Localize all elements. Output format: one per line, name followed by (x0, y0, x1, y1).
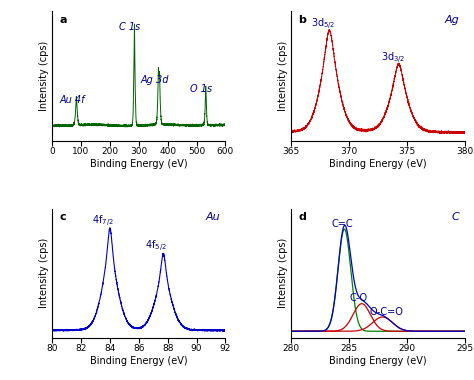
Text: b: b (298, 15, 306, 25)
Text: a: a (59, 15, 66, 25)
X-axis label: Binding Energy (eV): Binding Energy (eV) (329, 356, 427, 366)
Text: O-C=O: O-C=O (369, 307, 403, 317)
Y-axis label: Intensity (cps): Intensity (cps) (39, 238, 49, 309)
Text: C: C (452, 212, 459, 222)
Text: Ag: Ag (445, 15, 459, 25)
Y-axis label: Intensity (cps): Intensity (cps) (278, 238, 289, 309)
Text: O 1s: O 1s (190, 84, 212, 94)
Text: 4f$_{7/2}$: 4f$_{7/2}$ (92, 214, 113, 229)
Text: 4f$_{5/2}$: 4f$_{5/2}$ (145, 239, 167, 255)
X-axis label: Binding Energy (eV): Binding Energy (eV) (329, 159, 427, 169)
Text: d: d (298, 212, 306, 222)
Text: Au: Au (206, 212, 220, 222)
Text: Ag 3d: Ag 3d (140, 75, 169, 85)
Text: c: c (59, 212, 66, 222)
Text: C=C: C=C (331, 219, 353, 229)
Text: 3d$_{5/2}$: 3d$_{5/2}$ (311, 17, 336, 32)
Text: C-O: C-O (349, 293, 367, 304)
Text: Au 4f: Au 4f (59, 95, 84, 105)
X-axis label: Binding Energy (eV): Binding Energy (eV) (90, 159, 188, 169)
Y-axis label: Intensity (cps): Intensity (cps) (39, 41, 49, 111)
Text: C 1s: C 1s (119, 22, 141, 32)
Text: 3d$_{3/2}$: 3d$_{3/2}$ (381, 51, 405, 65)
X-axis label: Binding Energy (eV): Binding Energy (eV) (90, 356, 188, 366)
Y-axis label: Intensity (cps): Intensity (cps) (278, 41, 289, 111)
